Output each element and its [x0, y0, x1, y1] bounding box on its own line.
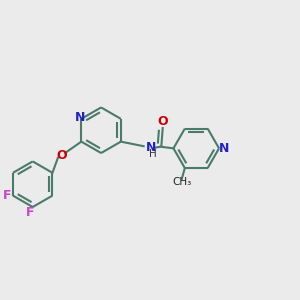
Text: F: F — [3, 189, 12, 202]
Text: CH₃: CH₃ — [172, 177, 191, 187]
Text: N: N — [146, 141, 156, 154]
Text: O: O — [158, 115, 168, 128]
Text: H: H — [149, 149, 157, 159]
Text: N: N — [219, 142, 229, 155]
Text: O: O — [56, 149, 67, 162]
Text: F: F — [26, 206, 34, 219]
Text: N: N — [75, 111, 85, 124]
